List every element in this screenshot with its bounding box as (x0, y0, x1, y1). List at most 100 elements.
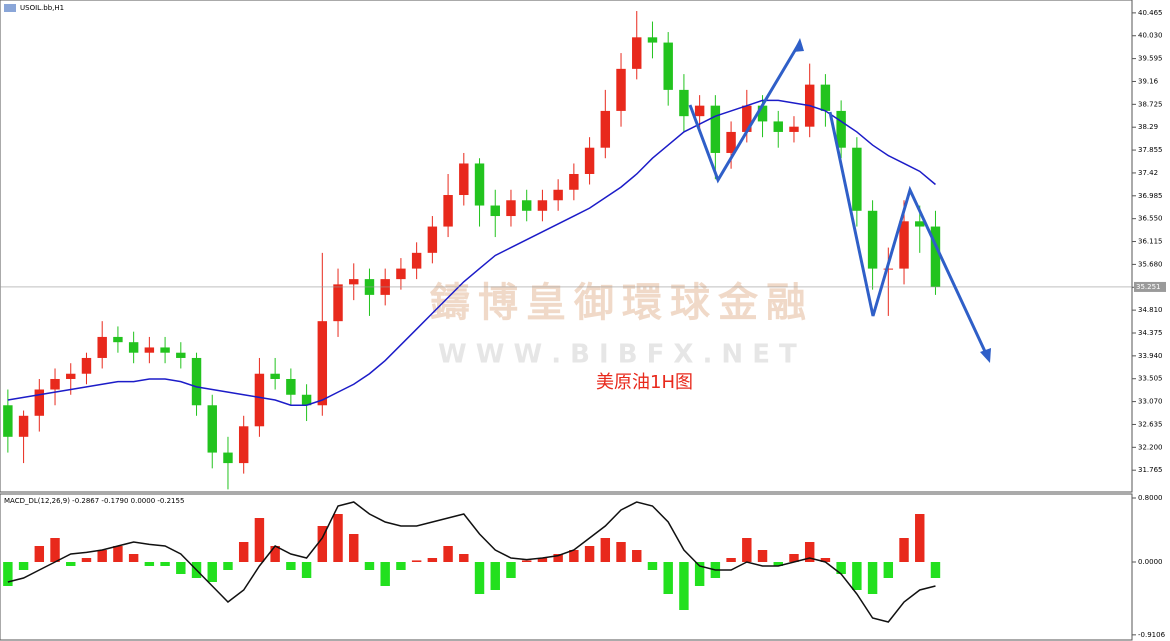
candle-body (789, 126, 799, 132)
macd-bar (773, 562, 783, 566)
y-tick-label: 38.29 (1138, 123, 1158, 131)
macd-bar (18, 562, 29, 570)
macd-bar (899, 538, 909, 562)
y-tick-label: 0.8000 (1138, 494, 1163, 502)
watermark: 鑄博皇御環球金融 (429, 280, 814, 326)
candle-body (915, 221, 925, 227)
last-price-label: 35.251 (1136, 283, 1161, 291)
candle-body (333, 284, 343, 322)
candle-body (632, 37, 642, 69)
symbol-icon (4, 4, 16, 12)
candle-body (694, 105, 705, 117)
candle-body (663, 42, 673, 90)
y-tick-label: 33.940 (1138, 352, 1163, 360)
candle-body (742, 105, 752, 132)
candle-body (867, 210, 878, 269)
macd-bar (286, 562, 296, 570)
y-tick-label: 0.0000 (1138, 558, 1163, 566)
macd-bar (380, 562, 390, 586)
y-tick-label: 40.465 (1138, 9, 1163, 17)
candle-body (459, 163, 469, 196)
candle-body (521, 200, 532, 211)
candle-body (113, 336, 123, 343)
candle-body (411, 252, 422, 269)
macd-bar (254, 518, 265, 562)
macd-bar (66, 562, 76, 566)
watermark-url: W W W . B I B F X . N E T (438, 340, 797, 370)
macd-bar (207, 562, 217, 582)
candle-body (427, 226, 438, 253)
y-tick-label: 37.855 (1138, 146, 1163, 154)
candle-body (81, 357, 92, 374)
candle-body (820, 84, 831, 111)
macd-bar (930, 562, 941, 578)
candle-body (773, 121, 783, 132)
candle-body (616, 68, 626, 111)
macd-bar (506, 562, 516, 578)
macd-bar (160, 562, 170, 566)
candle-body (930, 226, 941, 287)
candle-body (506, 200, 516, 217)
macd-bar (364, 562, 375, 570)
candle-body (569, 173, 579, 190)
indicator-title: MACD_DL(12,26,9) -0.2867 -0.1790 0.0000 … (4, 497, 184, 505)
candle-body (97, 336, 107, 358)
macd-bar (647, 562, 658, 570)
candle-body (18, 415, 29, 437)
y-tick-label: 34.375 (1138, 329, 1163, 337)
candle-body (553, 189, 563, 201)
macd-bar (632, 550, 642, 562)
macd-bar (144, 562, 155, 566)
y-tick-label: 33.070 (1138, 398, 1163, 406)
candle-body (710, 105, 721, 153)
macd-bar (50, 538, 60, 562)
macd-bar (270, 546, 280, 562)
macd-bar (396, 562, 406, 570)
price-panel (0, 0, 1133, 493)
macd-bar (789, 554, 799, 562)
macd-bar (742, 538, 752, 562)
macd-bar (113, 546, 123, 562)
macd-bar (474, 562, 485, 594)
candle-body (584, 147, 595, 174)
candle-body (474, 163, 485, 206)
candle-body (301, 394, 312, 406)
arrowhead (980, 348, 991, 363)
candle-body (726, 131, 736, 153)
y-tick-label: 34.810 (1138, 306, 1163, 314)
macd-bar (176, 562, 186, 574)
y-tick-label: 38.725 (1138, 100, 1163, 108)
macd-bar (333, 514, 343, 562)
y-tick-label: 36.115 (1138, 238, 1163, 246)
macd-bar (317, 526, 328, 562)
y-tick-label: 39.16 (1138, 77, 1159, 85)
macd-bar (34, 546, 45, 562)
macd-bar (757, 550, 768, 562)
candle-body (176, 352, 186, 358)
macd-bar (128, 554, 139, 562)
chart-title: USOIL.bb,H1 (20, 4, 64, 12)
candle-body (537, 200, 548, 211)
macd-bar (852, 562, 862, 590)
candle-body (600, 110, 611, 148)
macd-bar (411, 560, 422, 562)
candle-body (757, 105, 768, 122)
candle-body (66, 373, 76, 379)
macd-bar (915, 514, 925, 562)
y-tick-label: 36.985 (1138, 192, 1163, 200)
y-tick-label: 37.42 (1138, 169, 1158, 177)
macd-bar (584, 546, 595, 562)
macd-bar (726, 558, 736, 562)
y-tick-label: 32.200 (1138, 443, 1163, 451)
candle-body (679, 89, 689, 117)
macd-bar (553, 554, 563, 562)
macd-bar (820, 558, 831, 562)
candle-body (191, 357, 202, 406)
candle-body (286, 378, 296, 395)
candle-body (349, 279, 359, 285)
y-tick-label: 35.680 (1138, 260, 1163, 268)
candle-body (490, 205, 500, 217)
macd-bar (663, 562, 673, 594)
candle-body (128, 342, 139, 353)
